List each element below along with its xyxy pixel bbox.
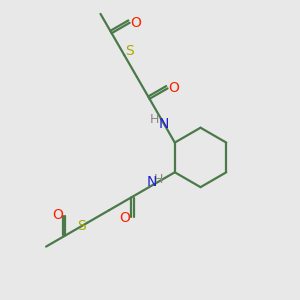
- Text: O: O: [169, 81, 179, 95]
- Text: N: N: [158, 117, 169, 131]
- Text: S: S: [77, 219, 86, 233]
- Text: N: N: [146, 175, 157, 189]
- Text: S: S: [125, 44, 134, 58]
- Text: H: H: [154, 173, 163, 186]
- Text: H: H: [150, 113, 159, 126]
- Text: O: O: [52, 208, 63, 222]
- Text: O: O: [131, 16, 142, 30]
- Text: O: O: [119, 212, 130, 225]
